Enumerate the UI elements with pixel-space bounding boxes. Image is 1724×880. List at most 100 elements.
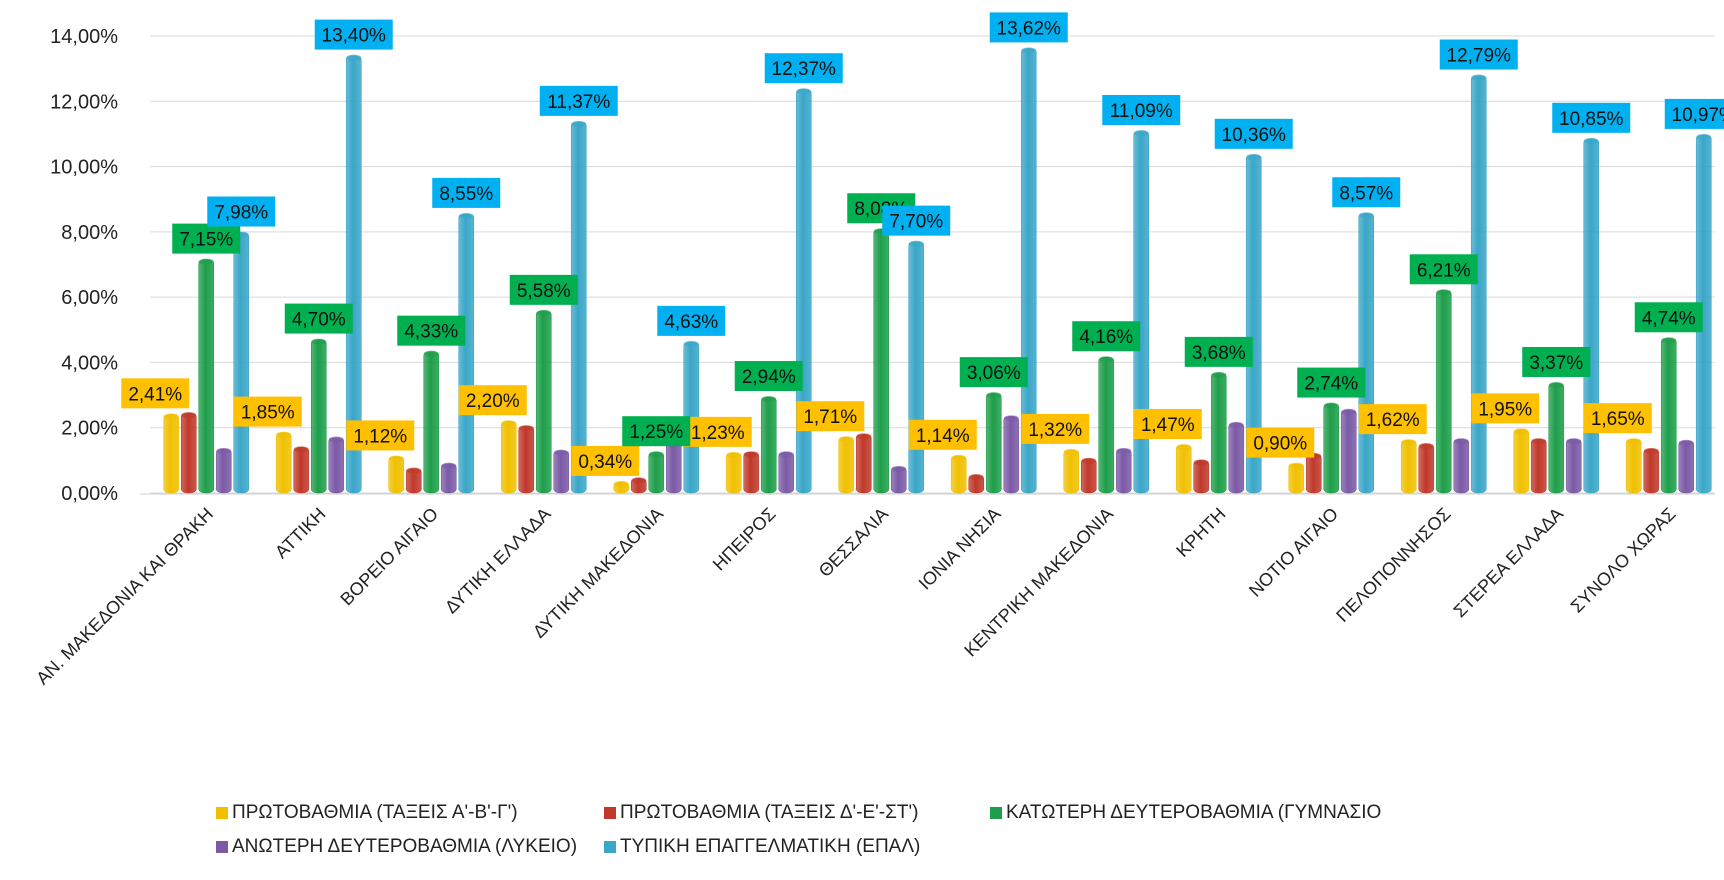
y-axis: 0,00% 2,00% 4,00% 6,00% 8,00% 10,00% 12,00% 14,… <box>50 26 118 505</box>
bar <box>1625 438 1642 494</box>
bar <box>310 339 327 494</box>
bar <box>458 213 475 494</box>
svg-text:8,55%: 8,55% <box>439 184 493 205</box>
bar <box>1115 448 1132 494</box>
bar <box>838 436 855 494</box>
svg-text:2,41%: 2,41% <box>128 384 182 405</box>
svg-text:2,74%: 2,74% <box>1304 374 1358 395</box>
bar <box>908 241 925 494</box>
svg-text:11,09%: 11,09% <box>1110 101 1173 122</box>
data-label: 1,25% <box>622 416 691 447</box>
y-tick-label: 8,00% <box>61 222 118 244</box>
svg-text:6,21%: 6,21% <box>1417 260 1471 281</box>
bar <box>1063 449 1080 494</box>
bar <box>518 425 535 494</box>
data-label: 1,65% <box>1583 403 1652 434</box>
svg-text:1,65%: 1,65% <box>1591 409 1645 430</box>
bar <box>1323 403 1340 494</box>
legend-swatch <box>216 841 228 853</box>
svg-text:1,71%: 1,71% <box>803 407 857 428</box>
svg-text:1,14%: 1,14% <box>916 426 970 447</box>
bar <box>1080 458 1097 494</box>
category-label: ΣΥΝΟΛΟ ΧΩΡΑΣ <box>1567 504 1680 617</box>
bar <box>1340 409 1357 494</box>
legend-swatch <box>990 807 1002 819</box>
data-label: 4,70% <box>284 303 353 334</box>
svg-text:4,74%: 4,74% <box>1642 308 1696 329</box>
data-label: 2,20% <box>458 385 527 416</box>
data-label: 8,57% <box>1332 177 1401 208</box>
svg-text:8,57%: 8,57% <box>1339 183 1393 204</box>
data-labels: 2,41% 1,85% 1,12% 2,20% 0,34% 1,23% 1,71% 1,14%… <box>121 12 1724 476</box>
bar <box>1228 422 1245 494</box>
data-label: 2,41% <box>121 378 190 409</box>
category-label: ΝΟΤΙΟ ΑΙΓΑΙΟ <box>1245 504 1342 601</box>
data-label: 7,70% <box>882 205 951 236</box>
bar <box>1400 439 1417 494</box>
category-label: ΘΕΣΣΑΛΙΑ <box>815 504 892 581</box>
bar <box>1418 443 1435 494</box>
bar <box>760 396 777 494</box>
data-label: 1,47% <box>1133 409 1202 440</box>
category-label: ΔΥΤΙΚΗ ΜΑΚΕΔΟΝΙΑ <box>529 504 667 642</box>
data-label: 8,55% <box>432 177 501 208</box>
bar <box>1210 372 1227 494</box>
bar <box>215 448 232 494</box>
svg-text:7,98%: 7,98% <box>214 203 268 224</box>
y-tick-label: 12,00% <box>50 91 118 113</box>
bar <box>778 451 795 494</box>
category-label: ΚΡΗΤΗ <box>1172 504 1229 561</box>
svg-text:4,33%: 4,33% <box>404 322 458 343</box>
data-label: 1,95% <box>1471 393 1540 424</box>
legend-swatch <box>604 807 616 819</box>
svg-text:1,47%: 1,47% <box>1141 415 1195 436</box>
legend-label: ΚΑΤΩΤΕΡΗ ΔΕΥΤΕΡΟΒΑΘΜΙΑ (ΓΥΜΝΑΣΙΟ <box>1006 802 1382 823</box>
bar <box>388 456 405 494</box>
data-label: 12,37% <box>764 53 843 84</box>
legend-item: ΑΝΩΤΕΡΗ ΔΕΥΤΕΡΟΒΑΘΜΙΑ (ΛΥΚΕΙΟ) <box>216 836 577 858</box>
bar <box>1660 337 1677 494</box>
legend-item: ΚΑΤΩΤΕΡΗ ΔΕΥΤΕΡΟΒΑΘΜΙΑ (ΓΥΜΝΑΣΙΟ <box>990 802 1381 824</box>
svg-text:11,37%: 11,37% <box>547 92 610 113</box>
legend-label: ΤΥΠΙΚΗ ΕΠΑΓΓΕΛΜΑΤΙΚΗ (ΕΠΑΛ) <box>620 836 921 857</box>
bar <box>180 412 197 494</box>
data-label: 3,68% <box>1184 336 1253 367</box>
legend-swatch <box>604 841 616 853</box>
data-label: 11,09% <box>1102 94 1181 125</box>
legend-label: ΠΡΩΤΟΒΑΘΜΙΑ (ΤΑΞΕΙΣ Α'-Β'-Γ') <box>232 802 518 823</box>
svg-text:4,70%: 4,70% <box>292 310 346 331</box>
svg-text:7,15%: 7,15% <box>179 230 233 251</box>
data-label: 10,97% <box>1664 98 1724 129</box>
svg-text:1,95%: 1,95% <box>1478 399 1532 420</box>
bar <box>275 432 292 494</box>
svg-text:1,12%: 1,12% <box>353 426 407 447</box>
bars <box>163 47 1712 494</box>
data-label: 1,71% <box>796 401 865 432</box>
data-label: 13,40% <box>314 19 393 50</box>
bar <box>163 414 180 494</box>
data-label: 4,33% <box>397 315 466 346</box>
data-label: 1,85% <box>233 396 302 427</box>
data-label: 6,21% <box>1409 254 1478 285</box>
svg-text:1,62%: 1,62% <box>1366 410 1420 431</box>
data-label: 10,85% <box>1552 102 1631 133</box>
data-label: 7,98% <box>207 196 276 227</box>
svg-text:10,97%: 10,97% <box>1672 105 1724 126</box>
bar <box>553 450 570 494</box>
bar <box>500 420 517 494</box>
svg-text:2,20%: 2,20% <box>466 391 520 412</box>
bar <box>1453 438 1470 494</box>
bar <box>1435 289 1452 494</box>
y-tick-label: 14,00% <box>50 26 118 48</box>
bar <box>1305 453 1322 494</box>
bar <box>1643 448 1660 494</box>
bar <box>1583 138 1600 494</box>
legend-swatch <box>216 807 228 819</box>
data-label: 7,15% <box>172 223 241 254</box>
category-label: ΑΤΤΙΚΗ <box>271 504 329 562</box>
svg-text:3,68%: 3,68% <box>1192 343 1246 364</box>
bar <box>1003 415 1020 494</box>
svg-text:10,85%: 10,85% <box>1559 109 1624 130</box>
data-label: 0,34% <box>571 445 640 476</box>
data-label: 1,14% <box>908 419 977 450</box>
